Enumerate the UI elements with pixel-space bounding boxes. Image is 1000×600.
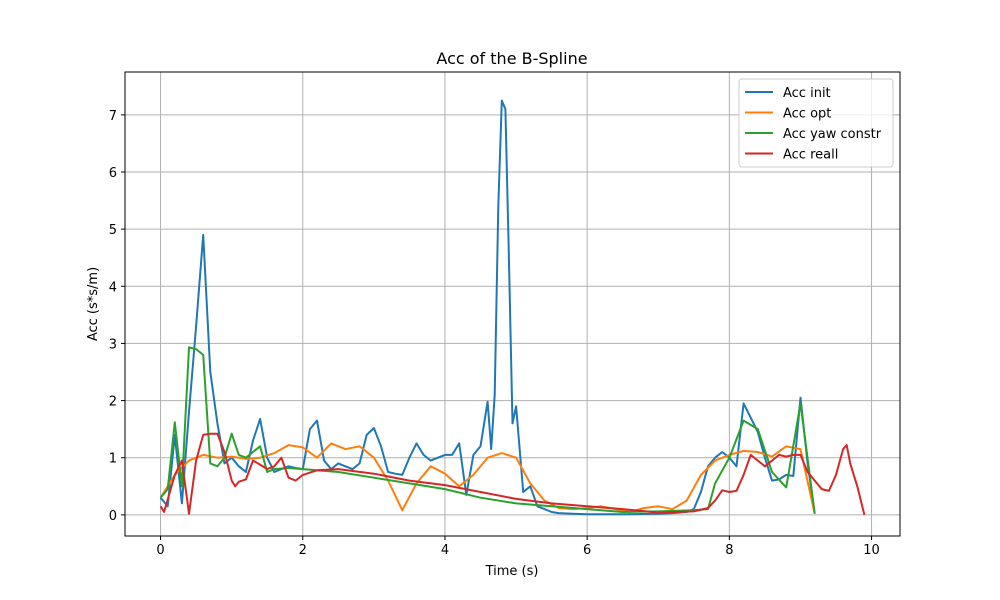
plot-frame [124,71,901,537]
series-line-acc-yaw-constr [159,346,816,514]
series-group [159,99,866,516]
legend-label-acc-init: Acc init [783,86,831,101]
y-tick-label: 3 [109,337,117,352]
legend-label-acc-opt: Acc opt [783,107,831,122]
legend: Acc init Acc opt Acc yaw constr Acc reall [738,78,894,168]
legend-label-acc-reall: Acc reall [783,148,838,163]
legend-label-acc-yaw-constr: Acc yaw constr [783,127,882,142]
y-tick-label: 1 [109,452,117,467]
x-tick-label: 0 [156,543,164,558]
ticks: 0 2 4 6 8 10 0 1 2 3 4 5 6 7 [109,109,880,558]
x-tick-label: 10 [863,543,880,558]
series-line-acc-init [159,99,816,516]
y-tick-label: 5 [109,223,117,238]
x-tick-label: 8 [725,543,733,558]
y-tick-label: 2 [109,395,117,410]
legend-box [738,78,894,168]
y-axis-label: Acc (s*s/m) [86,267,101,341]
chart-title: Acc of the B-Spline [436,49,587,68]
series-line-acc-reall [159,432,866,516]
x-tick-label: 4 [441,543,449,558]
x-tick-label: 2 [299,543,307,558]
x-axis-label: Time (s) [485,564,539,579]
series-line-acc-opt [159,442,816,514]
y-tick-label: 0 [109,509,117,524]
y-tick-label: 4 [109,280,117,295]
y-tick-label: 6 [109,166,117,181]
x-tick-label: 6 [583,543,591,558]
y-tick-label: 7 [109,109,117,124]
